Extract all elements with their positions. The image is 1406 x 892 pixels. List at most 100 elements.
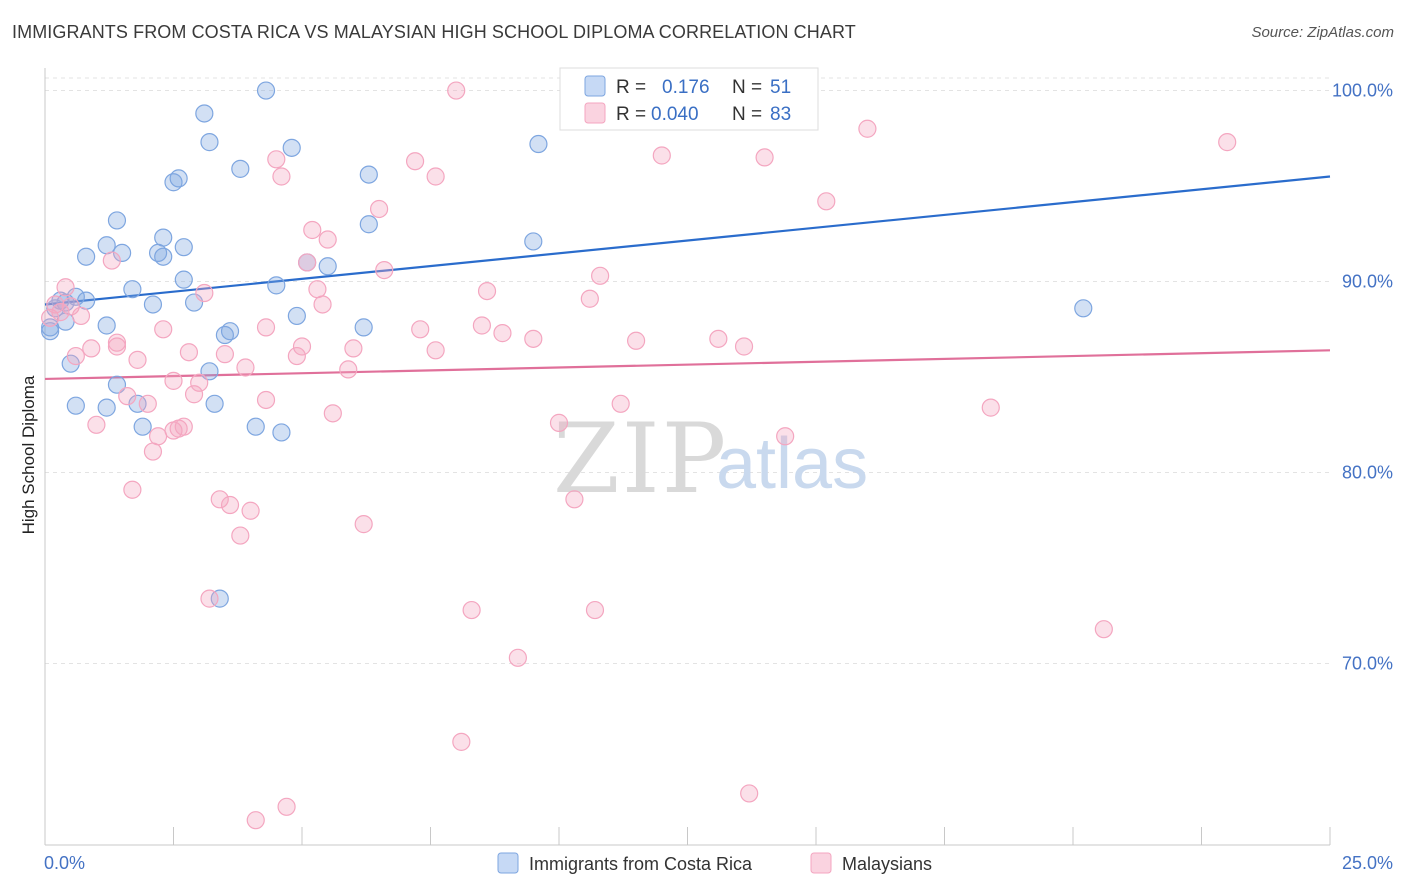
- point-malaysians: [981, 398, 1000, 417]
- point-malaysians: [858, 119, 877, 138]
- point-costa-rica: [154, 247, 173, 266]
- point-costa-rica: [246, 417, 265, 436]
- point-costa-rica: [524, 232, 543, 251]
- point-malaysians: [709, 329, 728, 348]
- point-malaysians: [241, 501, 260, 520]
- point-malaysians: [164, 371, 183, 390]
- point-costa-rica: [1074, 299, 1093, 318]
- point-malaysians: [405, 152, 425, 171]
- legend-n-label-1: N =: [732, 77, 762, 98]
- point-costa-rica: [77, 291, 96, 310]
- point-malaysians: [236, 358, 255, 377]
- point-malaysians: [231, 526, 250, 545]
- point-costa-rica: [97, 398, 116, 417]
- point-malaysians: [318, 230, 337, 249]
- trend-lines: [44, 175, 1331, 381]
- point-costa-rica: [267, 276, 286, 295]
- point-malaysians: [267, 150, 286, 169]
- point-malaysians: [174, 417, 193, 436]
- point-malaysians: [585, 600, 605, 620]
- point-costa-rica: [220, 322, 240, 341]
- point-malaysians: [246, 811, 265, 830]
- point-malaysians: [102, 251, 121, 270]
- point-costa-rica: [123, 280, 142, 299]
- point-malaysians: [580, 289, 599, 308]
- y-tick-label: 100.0%: [1332, 81, 1393, 101]
- point-malaysians: [118, 387, 137, 406]
- point-malaysians: [477, 282, 497, 301]
- point-costa-rica: [210, 589, 229, 608]
- point-malaysians: [817, 192, 836, 211]
- point-malaysians: [215, 345, 234, 364]
- point-malaysians: [220, 495, 240, 515]
- point-malaysians: [370, 199, 389, 219]
- x-tick-label: 25.0%: [1342, 853, 1393, 873]
- point-costa-rica: [529, 134, 548, 154]
- point-costa-rica: [359, 215, 378, 234]
- point-malaysians: [452, 732, 471, 751]
- point-malaysians: [41, 308, 60, 327]
- point-malaysians: [447, 81, 466, 100]
- point-malaysians: [611, 394, 630, 413]
- point-malaysians: [71, 306, 91, 326]
- trend-line-costa-rica: [44, 175, 1331, 306]
- point-malaysians: [138, 394, 157, 413]
- point-malaysians: [472, 316, 491, 335]
- point-malaysians: [426, 341, 445, 360]
- legend-n-label-2: N =: [732, 104, 762, 125]
- point-malaysians: [107, 337, 127, 356]
- point-malaysians: [128, 350, 147, 369]
- point-costa-rica: [97, 236, 116, 255]
- point-costa-rica: [41, 322, 60, 341]
- point-malaysians: [179, 343, 199, 362]
- watermark-atlas: atlas: [716, 424, 868, 504]
- point-costa-rica: [256, 81, 276, 100]
- point-malaysians: [344, 339, 363, 358]
- data-points: [41, 81, 1237, 830]
- point-malaysians: [210, 490, 229, 509]
- series-swatch-malaysians: [810, 852, 832, 874]
- point-malaysians: [313, 295, 332, 314]
- point-malaysians: [256, 390, 276, 410]
- point-malaysians: [1094, 620, 1113, 639]
- point-malaysians: [277, 797, 296, 816]
- point-malaysians: [308, 280, 327, 299]
- point-malaysians: [591, 266, 610, 285]
- point-costa-rica: [359, 165, 378, 184]
- point-malaysians: [154, 320, 173, 339]
- point-malaysians: [776, 427, 795, 446]
- point-costa-rica: [66, 396, 85, 415]
- point-costa-rica: [143, 295, 163, 314]
- point-costa-rica: [174, 238, 193, 257]
- legend-n-value-1: 51: [770, 77, 791, 98]
- series-label-costa-rica: Immigrants from Costa Rica: [529, 854, 753, 874]
- series-label-malaysians: Malaysians: [842, 854, 932, 874]
- point-costa-rica: [112, 243, 132, 262]
- chart-title: IMMIGRANTS FROM COSTA RICA VS MALAYSIAN …: [12, 22, 856, 42]
- point-malaysians: [51, 303, 70, 322]
- legend-r-label-2: R =: [616, 104, 646, 125]
- point-malaysians: [200, 589, 219, 608]
- point-costa-rica: [282, 138, 301, 157]
- point-costa-rica: [318, 257, 337, 276]
- point-costa-rica: [154, 228, 173, 247]
- point-malaysians: [565, 490, 584, 509]
- legend-r-label-1: R =: [616, 77, 646, 98]
- point-costa-rica: [287, 306, 306, 326]
- point-malaysians: [66, 346, 85, 366]
- point-malaysians: [339, 360, 358, 379]
- y-tick-labels: 70.0% 80.0% 90.0% 100.0%: [1332, 81, 1393, 674]
- trend-line-malaysians: [44, 349, 1331, 381]
- point-malaysians: [354, 515, 373, 534]
- point-malaysians: [298, 253, 317, 272]
- point-malaysians: [272, 167, 291, 186]
- legend-swatch-pink: [584, 102, 606, 124]
- y-tick-label: 90.0%: [1342, 272, 1393, 292]
- watermark: ZIP atlas: [553, 403, 868, 515]
- legend-r-value-2: 0.040: [651, 104, 699, 125]
- point-malaysians: [524, 329, 543, 348]
- x-tick-labels: 0.0% 25.0%: [44, 853, 1393, 873]
- point-costa-rica: [107, 211, 127, 230]
- source-label: Source: ZipAtlas.com: [1251, 24, 1394, 41]
- point-costa-rica: [169, 169, 188, 188]
